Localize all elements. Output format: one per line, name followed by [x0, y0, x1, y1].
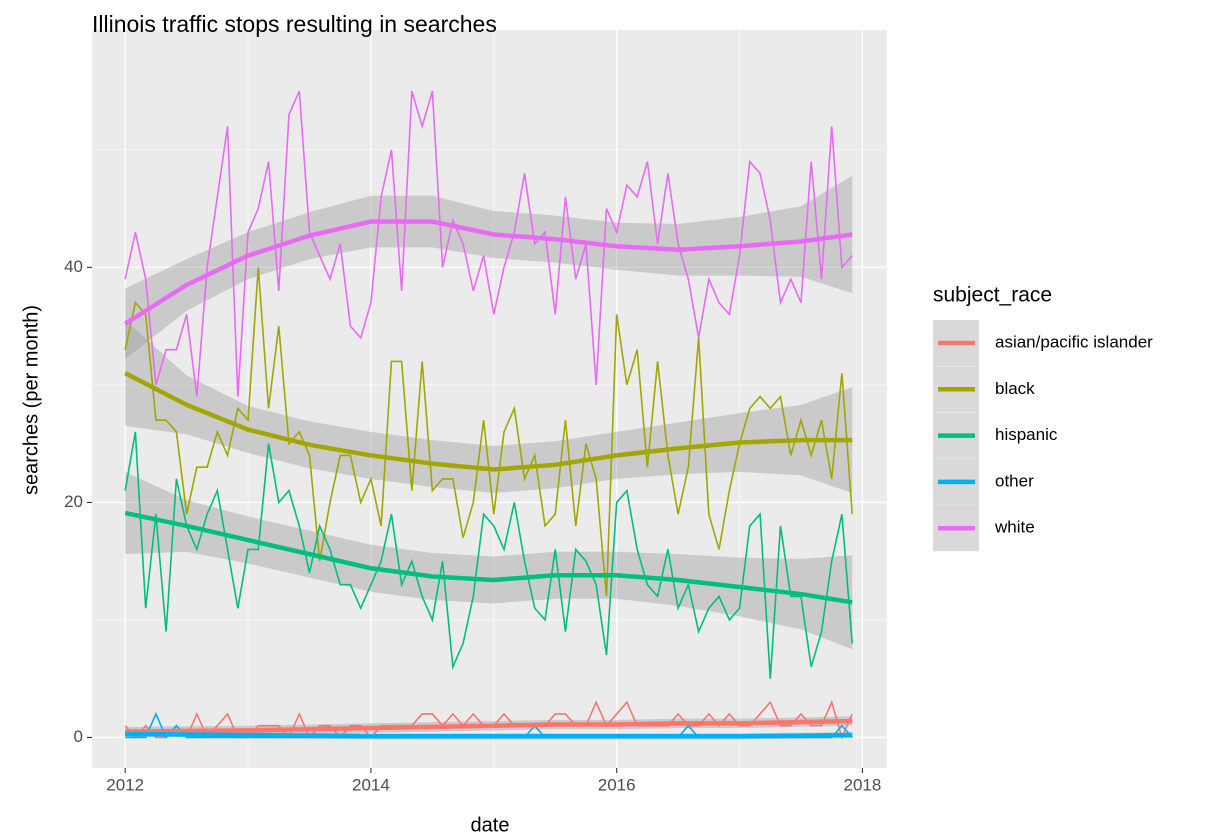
legend-label: black — [995, 379, 1035, 398]
y-tick-label: 40 — [64, 257, 83, 276]
legend-label: asian/pacific islander — [995, 332, 1153, 351]
x-tick-label: 2018 — [844, 775, 882, 794]
legend-label: hispanic — [995, 425, 1058, 444]
legend-label: white — [994, 518, 1035, 537]
smooth-line — [124, 371, 853, 472]
confidence-band — [125, 471, 853, 650]
smooth-line — [124, 510, 853, 605]
chart-title: Illinois traffic stops resulting in sear… — [92, 11, 497, 37]
y-tick-label: 0 — [74, 727, 83, 746]
confidence-band — [125, 175, 853, 360]
smooth-line — [125, 718, 853, 734]
y-axis-title: searches (per month) — [20, 305, 42, 495]
x-tick-label: 2014 — [352, 775, 390, 794]
panel — [92, 30, 887, 768]
x-axis-title: date — [471, 814, 510, 836]
smooth-line — [125, 731, 853, 739]
smooth-line — [123, 219, 853, 326]
legend-title: subject_race — [933, 284, 1052, 307]
series-line — [124, 90, 853, 397]
series-line — [124, 431, 854, 679]
x-tick-label: 2012 — [106, 775, 144, 794]
legend-label: other — [995, 471, 1034, 490]
x-tick-label: 2016 — [598, 775, 636, 794]
y-tick-label: 20 — [64, 492, 83, 511]
